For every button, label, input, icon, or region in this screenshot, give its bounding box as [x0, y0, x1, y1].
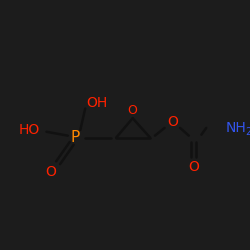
Text: O: O [167, 115, 178, 129]
Text: O: O [188, 160, 199, 174]
Text: O: O [45, 166, 56, 179]
Text: 2: 2 [245, 127, 250, 137]
Text: HO: HO [18, 123, 40, 137]
Text: NH: NH [226, 121, 246, 135]
Text: OH: OH [86, 96, 108, 110]
Text: O: O [128, 104, 138, 117]
Text: P: P [71, 130, 80, 145]
